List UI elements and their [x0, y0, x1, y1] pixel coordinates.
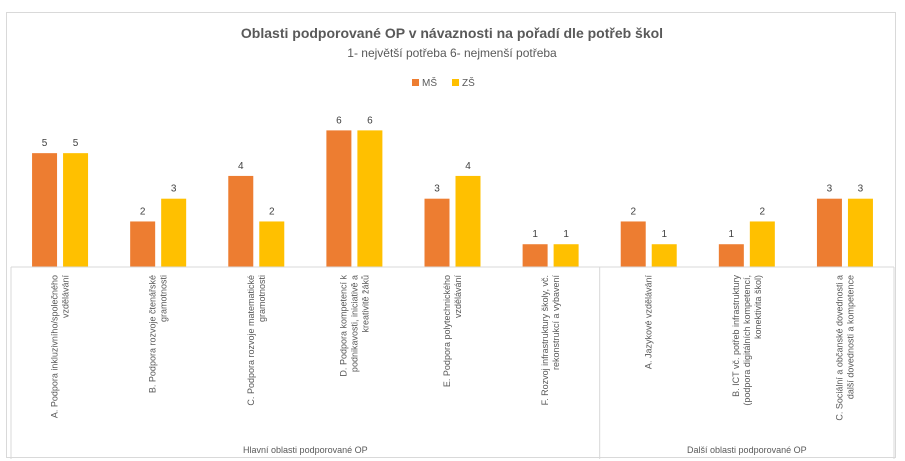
group-label-1: Další oblasti podporované OP: [687, 445, 807, 455]
data-label-0-1: 2: [140, 206, 146, 217]
category-label-2: C. Podpora rozvoje matematickégramotnost…: [246, 275, 267, 406]
bar-1-8: [847, 198, 873, 267]
data-label-0-3: 6: [336, 115, 342, 126]
data-label-0-8: 3: [827, 184, 833, 195]
bar-1-2: [259, 221, 285, 267]
category-label-4: E. Podpora polytechnickéhovzdělávání: [442, 275, 463, 388]
bars-layer: 5 5 2 3 4 2 6 6 3 4 1 1 2 1 1 2 3 3: [32, 115, 873, 267]
legend: MŠ ZŠ: [412, 76, 475, 89]
bar-0-4: [424, 198, 450, 267]
bar-0-5: [522, 244, 548, 267]
data-label-1-4: 4: [465, 161, 471, 172]
bar-1-1: [161, 198, 187, 267]
bar-0-1: [130, 221, 156, 267]
category-label-8: C. Sociální a občanské dovednosti adalší…: [834, 275, 855, 421]
data-label-0-2: 4: [238, 161, 244, 172]
category-label-1: B. Podpora rozvoje čtenářskégramotnosti: [148, 275, 169, 393]
data-label-0-5: 1: [532, 229, 538, 240]
category-label-7: B. ICT vč. potřeb infrastruktury(podpora…: [731, 275, 763, 406]
data-label-1-2: 2: [269, 206, 275, 217]
legend-swatch-1: [452, 79, 459, 86]
data-label-0-6: 2: [630, 206, 636, 217]
category-label-0: A. Podpora inkluzivního/společnéhovzdělá…: [50, 275, 71, 419]
data-label-1-5: 1: [563, 229, 569, 240]
bar-0-2: [228, 175, 254, 267]
category-label-5: F. Rozvoj infrastruktury školy, vč.rekon…: [540, 275, 561, 406]
legend-label-0: MŠ: [422, 76, 437, 89]
data-label-0-7: 1: [729, 229, 735, 240]
group-label-0: Hlavní oblasti podporované OP: [243, 445, 368, 455]
bar-0-8: [816, 198, 842, 267]
bar-0-7: [718, 244, 744, 267]
chart-title: Oblasti podporované OP v návaznosti na p…: [241, 25, 663, 41]
chart-subtitle: 1- největší potřeba 6- nejmenší potřeba: [347, 46, 557, 60]
data-label-1-8: 3: [858, 184, 864, 195]
data-label-1-6: 1: [661, 229, 667, 240]
bar-1-3: [357, 130, 383, 267]
data-label-1-7: 2: [760, 206, 766, 217]
category-label-6: A. Jazykové vzdělávání: [644, 275, 654, 370]
bar-1-7: [749, 221, 775, 267]
bar-1-6: [651, 244, 677, 267]
data-label-1-3: 6: [367, 115, 373, 126]
axes-layer: A. Podpora inkluzivního/společnéhovzdělá…: [10, 266, 895, 459]
bar-1-5: [553, 244, 579, 267]
data-label-0-4: 3: [434, 184, 440, 195]
data-label-1-0: 5: [73, 138, 79, 149]
bar-0-6: [620, 221, 646, 267]
legend-swatch-0: [412, 79, 419, 86]
data-label-1-1: 3: [171, 184, 177, 195]
chart-svg: Oblasti podporované OP v návaznosti na p…: [10, 25, 895, 459]
data-label-0-0: 5: [42, 138, 48, 149]
bar-0-3: [326, 130, 352, 267]
bar-0-0: [32, 153, 58, 267]
legend-label-1: ZŠ: [462, 76, 475, 89]
category-label-3: D. Podpora kompetencí kpodnikavosti, ini…: [338, 275, 370, 377]
bar-1-0: [63, 153, 89, 267]
bar-1-4: [455, 175, 481, 267]
chart-frame: Oblasti podporované OP v návaznosti na p…: [6, 12, 896, 459]
